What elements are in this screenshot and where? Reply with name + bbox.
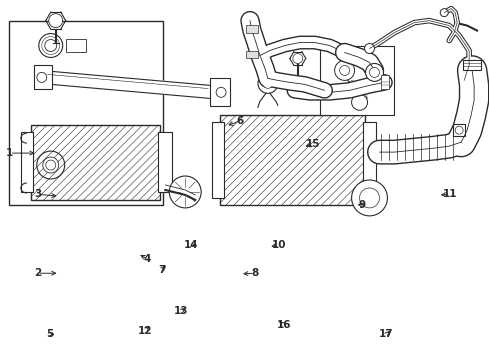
Bar <box>212 122 224 198</box>
Circle shape <box>360 188 379 208</box>
Text: 17: 17 <box>379 329 394 339</box>
Bar <box>319 45 394 115</box>
Circle shape <box>335 60 355 80</box>
Bar <box>9 21 163 205</box>
Circle shape <box>216 87 226 97</box>
Bar <box>210 78 230 106</box>
Text: 5: 5 <box>46 329 53 339</box>
Bar <box>246 50 258 58</box>
Circle shape <box>258 73 278 93</box>
Bar <box>31 125 160 200</box>
Text: 9: 9 <box>359 200 366 210</box>
Circle shape <box>455 126 463 134</box>
Circle shape <box>37 72 47 82</box>
Circle shape <box>169 176 201 208</box>
Circle shape <box>49 14 63 28</box>
Circle shape <box>440 9 448 17</box>
Bar <box>463 60 481 71</box>
Bar <box>21 132 33 192</box>
Bar <box>158 132 172 192</box>
Circle shape <box>43 157 59 173</box>
Bar <box>382 75 390 89</box>
Bar <box>246 24 258 32</box>
Bar <box>66 39 86 53</box>
Polygon shape <box>41 71 220 99</box>
Circle shape <box>352 94 368 110</box>
Text: 16: 16 <box>277 320 291 330</box>
Circle shape <box>340 66 349 75</box>
Text: 14: 14 <box>184 239 198 249</box>
Circle shape <box>37 151 65 179</box>
Circle shape <box>45 40 57 51</box>
Text: 6: 6 <box>237 116 244 126</box>
Bar <box>363 122 376 198</box>
Circle shape <box>293 54 303 63</box>
Text: 8: 8 <box>251 268 258 278</box>
Text: 1: 1 <box>6 148 13 158</box>
Circle shape <box>366 63 384 81</box>
Circle shape <box>352 180 388 216</box>
Circle shape <box>369 67 379 77</box>
Circle shape <box>46 160 56 170</box>
Text: 7: 7 <box>158 265 166 275</box>
Text: 15: 15 <box>306 139 320 149</box>
Text: 10: 10 <box>272 239 287 249</box>
Bar <box>453 124 465 136</box>
Text: 11: 11 <box>443 189 457 199</box>
Circle shape <box>263 78 273 88</box>
Text: 12: 12 <box>138 325 152 336</box>
Bar <box>220 115 365 205</box>
Text: 3: 3 <box>34 189 41 199</box>
Circle shape <box>365 44 374 54</box>
Circle shape <box>39 33 63 58</box>
Text: 4: 4 <box>144 254 151 264</box>
Text: 13: 13 <box>174 306 189 316</box>
Bar <box>34 66 52 89</box>
Text: 2: 2 <box>34 268 41 278</box>
